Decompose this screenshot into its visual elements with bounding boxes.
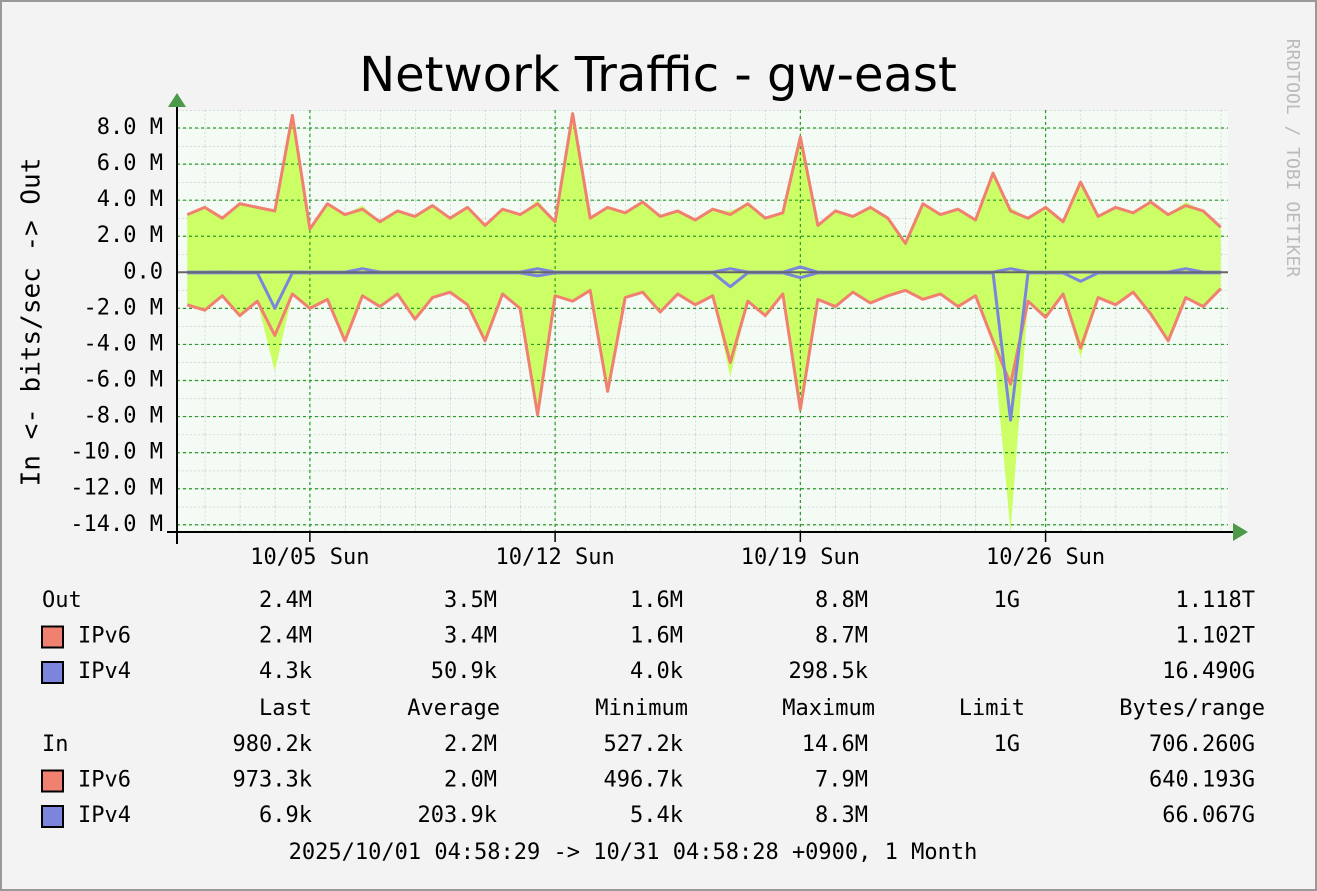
group-label: In [42, 732, 69, 757]
y-axis-label: In <- bits/sec -> Out [17, 158, 47, 487]
stat-value: 66.067G [1162, 803, 1255, 828]
y-tick-label: 4.0 M [97, 187, 163, 212]
y-tick-label: -12.0 M [70, 476, 163, 501]
legend-label: IPv6 [78, 768, 131, 793]
stat-value: 973.3k [233, 768, 312, 793]
chart-title: Network Traffic - gw-east [359, 47, 957, 103]
y-tick-label: 6.0 M [97, 151, 163, 176]
stat-value: 6.9k [259, 803, 312, 828]
stat-value: 16.490G [1162, 659, 1255, 684]
stat-value: 1.6M [630, 624, 683, 649]
legend-label: IPv4 [78, 659, 131, 684]
stat-value: 4.0k [630, 659, 683, 684]
stat-value: 4.3k [259, 659, 312, 684]
stat-value: 298.5k [789, 659, 868, 684]
stat-value: 14.6M [802, 732, 868, 757]
y-axis-arrow [168, 93, 186, 107]
stat-value: 496.7k [604, 768, 683, 793]
stat-value: 3.5M [444, 588, 497, 613]
stat-value: 7.9M [815, 768, 868, 793]
stats-header: Average [407, 696, 500, 721]
stat-value: 2.0M [444, 768, 497, 793]
stat-value: 203.9k [418, 803, 497, 828]
x-tick-label: 10/26 Sun [986, 545, 1105, 570]
stat-value: 8.7M [815, 624, 868, 649]
stat-value: 8.3M [815, 803, 868, 828]
y-tick-label: -14.0 M [70, 512, 163, 537]
y-tick-label: -8.0 M [84, 404, 163, 429]
legend-swatch [41, 805, 64, 828]
y-tick-label: -4.0 M [84, 331, 163, 356]
y-tick-label: 8.0 M [97, 115, 163, 140]
y-tick-label: 0.0 [123, 259, 163, 284]
legend-swatch [41, 769, 64, 793]
period: 2025/10/01 04:58:29 -> 10/31 04:58:28 +0… [289, 840, 978, 865]
y-tick-label: -6.0 M [84, 368, 163, 393]
stat-value: 980.2k [233, 732, 312, 757]
stat-value: 3.4M [444, 624, 497, 649]
y-tick-label: -10.0 M [70, 440, 163, 465]
stat-value: 2.4M [259, 588, 312, 613]
stat-value: 2.2M [444, 732, 497, 757]
stats-header: Limit [959, 696, 1025, 721]
stat-value: 1G [994, 732, 1021, 757]
stat-value: 1.6M [630, 588, 683, 613]
legend-swatch [41, 625, 64, 649]
stat-value: 50.9k [431, 659, 497, 684]
group-label: Out [42, 588, 82, 613]
stat-value: 527.2k [604, 732, 683, 757]
watermark: RRDTOOL / TOBI OETIKER [1282, 39, 1303, 278]
legend-label: IPv6 [78, 624, 131, 649]
stats-header: Bytes/range [1119, 696, 1265, 721]
stat-value: 1.118T [1176, 588, 1255, 613]
stats-header: Maximum [782, 696, 875, 721]
stat-value: 2.4M [259, 624, 312, 649]
traffic-line [186, 287, 1222, 417]
stat-value: 706.260G [1149, 732, 1255, 757]
stat-value: 640.193G [1149, 768, 1255, 793]
stats-header: Minimum [595, 696, 688, 721]
x-axis-arrow [1233, 523, 1248, 541]
stat-value: 8.8M [815, 588, 868, 613]
stat-value: 5.4k [630, 803, 683, 828]
traffic-area [187, 113, 1221, 273]
x-tick-label: 10/05 Sun [250, 545, 369, 570]
x-tick-label: 10/19 Sun [741, 545, 860, 570]
y-tick-label: 2.0 M [97, 223, 163, 248]
stat-value: 1G [994, 588, 1021, 613]
stats-header: Last [259, 696, 312, 721]
x-tick-label: 10/12 Sun [496, 545, 615, 570]
y-tick-label: -2.0 M [84, 295, 163, 320]
legend-label: IPv4 [78, 803, 131, 828]
stat-value: 1.102T [1176, 624, 1255, 649]
traffic-line [186, 112, 1222, 245]
legend-swatch [41, 661, 64, 684]
